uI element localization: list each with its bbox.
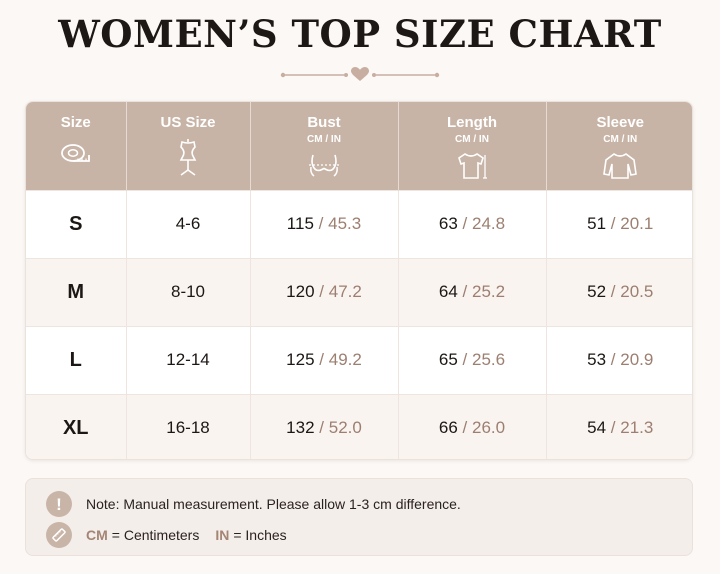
sleeve-in: 20.5 bbox=[620, 282, 654, 301]
sleeve-cm: 54 bbox=[587, 418, 607, 438]
table-header-row: Size US Size bbox=[26, 102, 692, 190]
table-row: S 4-6 115 / 45.3 63 / 24.8 51 / 20.1 bbox=[26, 189, 692, 258]
sleeve-cm: 53 bbox=[587, 350, 607, 369]
header-bust-unit: CM / IN bbox=[307, 134, 341, 145]
note-text: Note: Manual measurement. Please allow 1… bbox=[86, 496, 461, 512]
value-separator: / bbox=[462, 282, 468, 301]
size-cell: M bbox=[26, 257, 127, 326]
sleeve-cell: 51 / 20.1 bbox=[546, 189, 692, 258]
bust-cm: 125 bbox=[286, 350, 315, 369]
bust-cell: 120 / 47.2 bbox=[250, 257, 399, 326]
length-cm: 65 bbox=[438, 350, 458, 369]
size-cell: L bbox=[26, 325, 127, 394]
us-size-cell: 16-18 bbox=[126, 393, 251, 459]
bust-in: 45.3 bbox=[328, 214, 362, 233]
sleeve-in: 21.3 bbox=[620, 418, 654, 438]
note-legend-row: CM = Centimeters IN = Inches bbox=[46, 522, 287, 548]
value-separator: / bbox=[319, 350, 324, 369]
bust-cell: 125 / 49.2 bbox=[250, 325, 399, 394]
exclamation-icon: ! bbox=[46, 491, 72, 517]
cm-definition: = Centimeters bbox=[111, 527, 200, 543]
sleeve-cm: 52 bbox=[587, 282, 607, 301]
bust-cm: 120 bbox=[286, 282, 315, 301]
shirt-length-icon bbox=[458, 153, 487, 179]
sleeve-cell: 53 / 20.9 bbox=[546, 325, 692, 394]
header-us-size-label: US Size bbox=[160, 114, 216, 131]
header-size: Size bbox=[26, 102, 127, 190]
length-cell: 64 / 25.2 bbox=[398, 257, 547, 326]
cm-abbr: CM bbox=[86, 527, 108, 543]
bust-in: 52.0 bbox=[328, 418, 362, 438]
header-bust-label: Bust bbox=[307, 114, 341, 131]
us-size-cell: 4-6 bbox=[126, 189, 251, 258]
sleeve-cm: 51 bbox=[587, 214, 607, 233]
bust-cell: 132 / 52.0 bbox=[250, 393, 399, 459]
size-chart-table: Size US Size bbox=[25, 101, 693, 460]
length-in: 24.8 bbox=[472, 214, 506, 233]
page-title: WOMEN’S TOP SIZE CHART bbox=[58, 12, 662, 56]
sleeve-cell: 54 / 21.3 bbox=[546, 393, 692, 459]
table-row: XL 16-18 132 / 52.0 66 / 26.0 54 / 21.3 bbox=[26, 393, 692, 459]
value-separator: / bbox=[318, 214, 324, 233]
bust-cm: 132 bbox=[286, 418, 315, 438]
sleeve-cell: 52 / 20.5 bbox=[546, 257, 692, 326]
header-sleeve-unit: CM / IN bbox=[603, 134, 638, 145]
table-row: L 12-14 125 / 49.2 65 / 25.6 53 / 20.9 bbox=[26, 325, 692, 394]
in-abbr: IN bbox=[215, 527, 230, 543]
size-cell: XL bbox=[26, 393, 127, 459]
value-separator: / bbox=[610, 214, 616, 233]
value-separator: / bbox=[610, 418, 616, 438]
value-separator: / bbox=[462, 418, 468, 438]
length-in: 26.0 bbox=[472, 418, 506, 438]
header-sleeve-label: Sleeve bbox=[596, 114, 645, 131]
length-in: 25.2 bbox=[472, 282, 506, 301]
header-length-label: Length bbox=[447, 114, 497, 131]
bust-in: 47.2 bbox=[328, 282, 362, 301]
length-cell: 65 / 25.6 bbox=[398, 325, 547, 394]
bust-cell: 115 / 45.3 bbox=[250, 189, 399, 258]
bust-in: 49.2 bbox=[328, 350, 362, 369]
tape-measure-icon bbox=[60, 144, 90, 162]
bust-icon bbox=[309, 154, 339, 177]
value-separator: / bbox=[462, 214, 468, 233]
header-sleeve: Sleeve CM / IN bbox=[546, 102, 692, 190]
value-separator: / bbox=[319, 418, 324, 438]
sleeve-in: 20.9 bbox=[620, 350, 654, 369]
length-cm: 63 bbox=[438, 214, 458, 233]
us-size-cell: 8-10 bbox=[126, 257, 251, 326]
length-cm: 66 bbox=[438, 418, 458, 438]
value-separator: / bbox=[610, 282, 616, 301]
value-separator: / bbox=[462, 350, 468, 369]
length-cell: 63 / 24.8 bbox=[398, 189, 547, 258]
heart-divider-icon bbox=[280, 67, 440, 81]
ruler-icon bbox=[46, 522, 72, 548]
length-cell: 66 / 26.0 bbox=[398, 393, 547, 459]
size-cell: S bbox=[26, 189, 127, 258]
header-length: Length CM / IN bbox=[398, 102, 547, 190]
sleeve-in: 20.1 bbox=[620, 214, 654, 233]
dress-form-icon bbox=[179, 139, 197, 176]
measurement-note: ! Note: Manual measurement. Please allow… bbox=[25, 478, 693, 556]
us-size-cell: 12-14 bbox=[126, 325, 251, 394]
bust-cm: 115 bbox=[286, 214, 314, 233]
value-separator: / bbox=[610, 350, 616, 369]
header-length-unit: CM / IN bbox=[455, 134, 489, 145]
header-size-label: Size bbox=[60, 114, 91, 131]
note-warning-row: ! Note: Manual measurement. Please allow… bbox=[46, 491, 461, 517]
header-us-size: US Size bbox=[126, 102, 251, 190]
in-definition: = Inches bbox=[233, 527, 287, 543]
value-separator: / bbox=[319, 282, 324, 301]
sleeve-shirt-icon bbox=[603, 153, 638, 179]
header-bust: Bust CM / IN bbox=[250, 102, 399, 190]
table-row: M 8-10 120 / 47.2 64 / 25.2 52 / 20.5 bbox=[26, 257, 692, 326]
length-in: 25.6 bbox=[472, 350, 506, 369]
length-cm: 64 bbox=[438, 282, 458, 301]
